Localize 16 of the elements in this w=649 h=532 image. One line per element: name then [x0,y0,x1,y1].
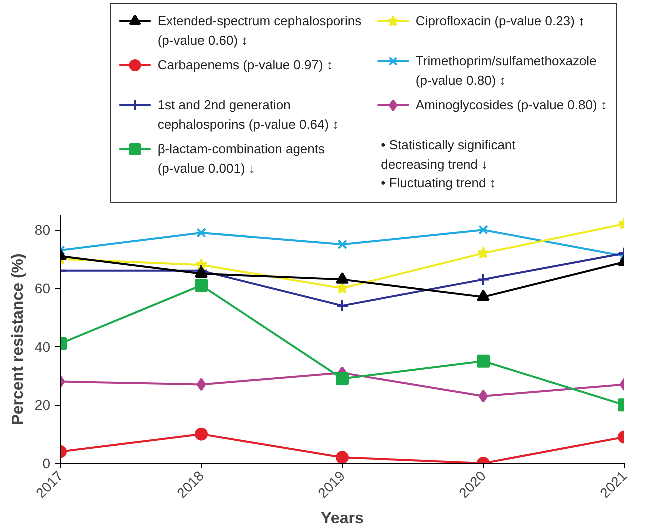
text: • Fluctuating trend ↕ [381,176,496,190]
x-axis-title: Years [321,510,364,528]
y-tick-label: 40 [34,338,51,355]
y-tick-label: 80 [34,222,51,238]
y-tick-label: 60 [34,280,51,296]
text: • Statistically significant decreasing trend ↓ [381,138,516,172]
legend-label: Aminoglycosides (p-value 0.80) ↕ [416,98,608,112]
y-axis-title: Percent resistance (%) [10,254,27,426]
legend-label: β-lactam-combination agents (p-value 0.001) ↓ [158,142,326,176]
y-tick-label: 0 [42,456,51,472]
legend-label: Trimethoprim/sulfamethoxazole (p-value 0.80) ↕ [416,54,597,88]
legend-label: 1st and 2nd generation cephalosporins (p-value 0.64) ↕ [158,98,340,132]
legend-label: Ciprofloxacin (p-value 0.23) ↕ [416,14,586,28]
legend-label: Extended-spectrum cephalosporins (p-value 0.60) ↕ [158,14,362,48]
legend-label: Carbapenems (p-value 0.97) ↕ [158,58,334,72]
y-tick-label: 20 [34,397,51,414]
